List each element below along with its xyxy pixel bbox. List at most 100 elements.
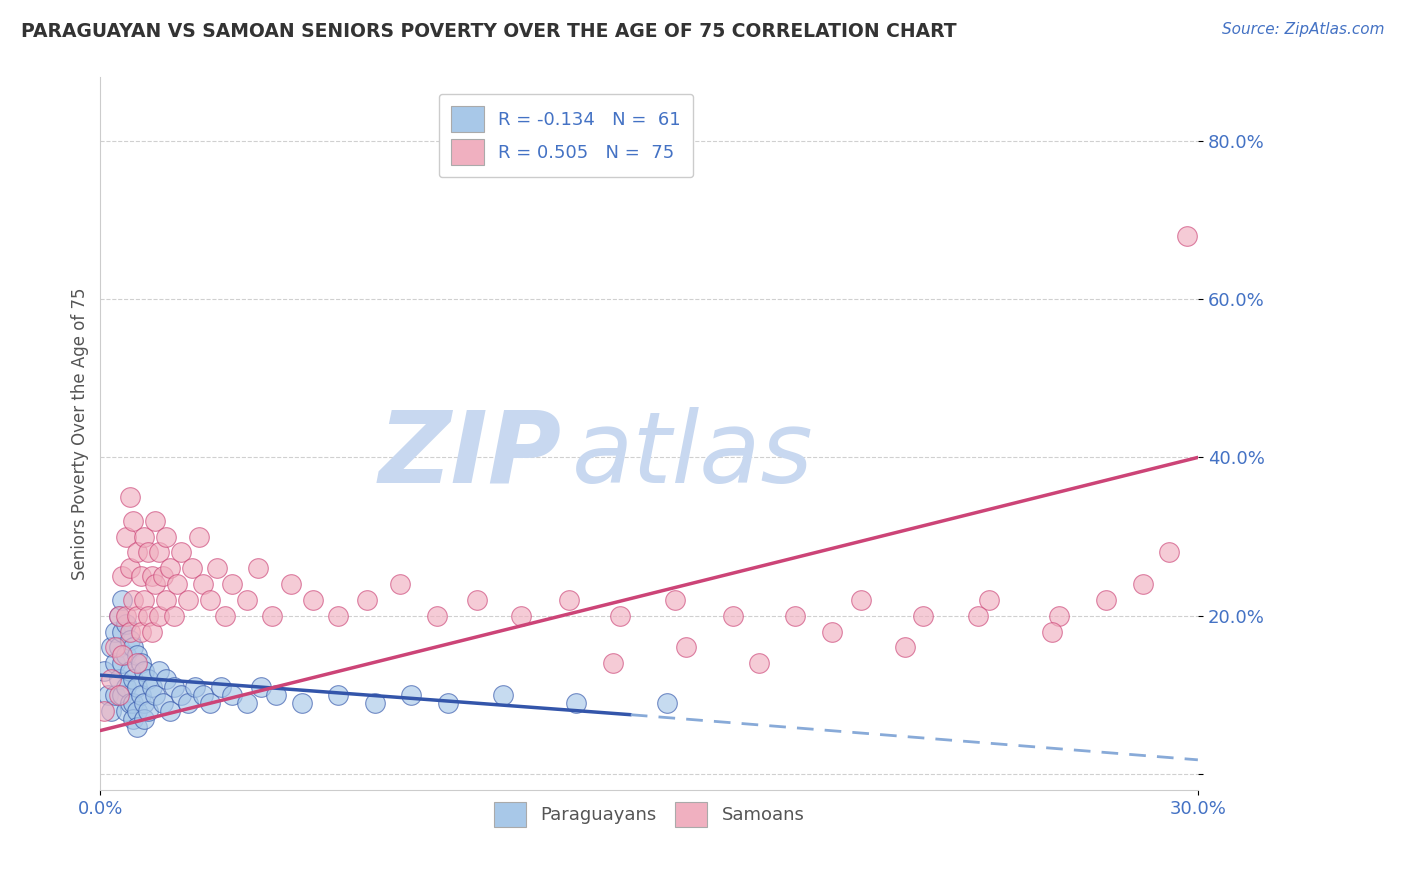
Point bbox=[364, 696, 387, 710]
Point bbox=[129, 569, 152, 583]
Point bbox=[134, 530, 156, 544]
Point bbox=[191, 688, 214, 702]
Point bbox=[912, 608, 935, 623]
Point bbox=[557, 593, 579, 607]
Point bbox=[100, 640, 122, 655]
Point bbox=[115, 608, 138, 623]
Point bbox=[143, 688, 166, 702]
Point bbox=[107, 608, 129, 623]
Point bbox=[170, 545, 193, 559]
Point bbox=[177, 696, 200, 710]
Point bbox=[118, 624, 141, 639]
Point bbox=[136, 704, 159, 718]
Point bbox=[1095, 593, 1118, 607]
Point bbox=[136, 672, 159, 686]
Point bbox=[141, 624, 163, 639]
Point bbox=[125, 704, 148, 718]
Point bbox=[118, 664, 141, 678]
Point bbox=[104, 624, 127, 639]
Point bbox=[111, 624, 134, 639]
Point bbox=[264, 688, 287, 702]
Point bbox=[235, 593, 257, 607]
Point bbox=[748, 657, 770, 671]
Point bbox=[104, 688, 127, 702]
Point bbox=[723, 608, 745, 623]
Point bbox=[675, 640, 697, 655]
Point bbox=[280, 577, 302, 591]
Point bbox=[1157, 545, 1180, 559]
Point bbox=[437, 696, 460, 710]
Point bbox=[143, 514, 166, 528]
Point bbox=[602, 657, 624, 671]
Point bbox=[155, 593, 177, 607]
Point bbox=[162, 680, 184, 694]
Point bbox=[125, 545, 148, 559]
Point bbox=[93, 664, 115, 678]
Point bbox=[262, 608, 284, 623]
Point bbox=[118, 632, 141, 647]
Point bbox=[125, 648, 148, 663]
Point bbox=[125, 720, 148, 734]
Point bbox=[290, 696, 312, 710]
Point bbox=[134, 593, 156, 607]
Point bbox=[664, 593, 686, 607]
Point bbox=[1040, 624, 1063, 639]
Point bbox=[148, 664, 170, 678]
Point bbox=[107, 688, 129, 702]
Point bbox=[148, 545, 170, 559]
Point bbox=[155, 672, 177, 686]
Point bbox=[328, 688, 350, 702]
Point bbox=[166, 577, 188, 591]
Point bbox=[129, 688, 152, 702]
Point bbox=[657, 696, 679, 710]
Point bbox=[122, 696, 145, 710]
Point bbox=[492, 688, 515, 702]
Text: ZIP: ZIP bbox=[378, 407, 561, 504]
Point bbox=[894, 640, 917, 655]
Point bbox=[115, 530, 138, 544]
Point bbox=[209, 680, 232, 694]
Point bbox=[129, 657, 152, 671]
Point bbox=[115, 704, 138, 718]
Point bbox=[122, 593, 145, 607]
Point bbox=[111, 593, 134, 607]
Legend: Paraguayans, Samoans: Paraguayans, Samoans bbox=[486, 795, 811, 834]
Point bbox=[162, 608, 184, 623]
Y-axis label: Seniors Poverty Over the Age of 75: Seniors Poverty Over the Age of 75 bbox=[72, 287, 89, 580]
Point bbox=[125, 657, 148, 671]
Point bbox=[136, 545, 159, 559]
Point bbox=[125, 608, 148, 623]
Point bbox=[356, 593, 378, 607]
Point bbox=[191, 577, 214, 591]
Point bbox=[134, 664, 156, 678]
Point bbox=[188, 530, 211, 544]
Point bbox=[111, 569, 134, 583]
Point bbox=[97, 688, 120, 702]
Point bbox=[152, 696, 174, 710]
Point bbox=[159, 561, 181, 575]
Point bbox=[141, 680, 163, 694]
Point bbox=[1132, 577, 1154, 591]
Point bbox=[125, 680, 148, 694]
Point bbox=[1047, 608, 1070, 623]
Point bbox=[152, 569, 174, 583]
Point bbox=[785, 608, 807, 623]
Text: PARAGUAYAN VS SAMOAN SENIORS POVERTY OVER THE AGE OF 75 CORRELATION CHART: PARAGUAYAN VS SAMOAN SENIORS POVERTY OVE… bbox=[21, 22, 956, 41]
Point bbox=[118, 490, 141, 504]
Point bbox=[221, 577, 243, 591]
Point bbox=[93, 704, 115, 718]
Point bbox=[250, 680, 273, 694]
Point bbox=[851, 593, 873, 607]
Point bbox=[389, 577, 412, 591]
Point bbox=[122, 640, 145, 655]
Point bbox=[104, 657, 127, 671]
Point bbox=[401, 688, 423, 702]
Point bbox=[198, 696, 221, 710]
Point bbox=[221, 688, 243, 702]
Point bbox=[111, 648, 134, 663]
Point bbox=[214, 608, 236, 623]
Point bbox=[107, 672, 129, 686]
Point bbox=[465, 593, 488, 607]
Point bbox=[107, 608, 129, 623]
Point bbox=[141, 569, 163, 583]
